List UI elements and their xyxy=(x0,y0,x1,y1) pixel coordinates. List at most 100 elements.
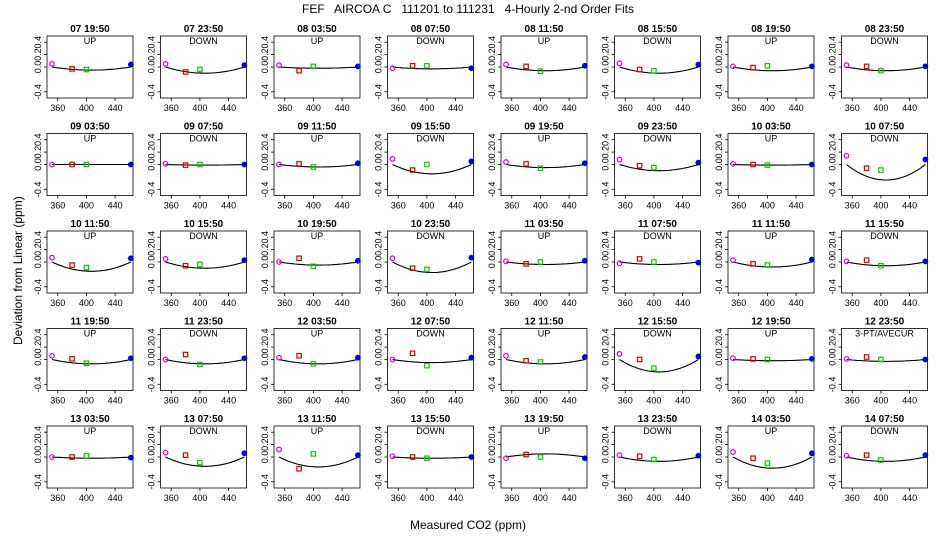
y-tick-label: -0.4 xyxy=(147,474,157,490)
panel-title: 12 07:50 xyxy=(411,317,451,328)
data-point xyxy=(354,257,361,264)
fit-curve xyxy=(732,261,813,268)
y-tick-label: 0.4 xyxy=(601,231,611,244)
y-tick-label: 0.4 xyxy=(714,36,724,49)
data-point xyxy=(537,259,544,265)
data-point xyxy=(49,454,55,460)
panel-label: UP xyxy=(84,36,97,46)
fit-curve xyxy=(392,261,472,274)
panel-label: DOWN xyxy=(416,426,445,436)
data-point xyxy=(730,257,736,264)
x-tick-label: 400 xyxy=(306,298,321,308)
y-tick-label: 0.2 xyxy=(601,48,611,61)
y-tick-label: 0.2 xyxy=(147,438,157,451)
data-point xyxy=(863,63,870,70)
y-tick-label: 0.2 xyxy=(147,341,157,354)
fit-curve xyxy=(732,456,813,469)
data-point xyxy=(409,167,416,173)
y-tick-label: 0.4 xyxy=(260,133,270,146)
data-point xyxy=(764,262,771,268)
x-tick-label: 360 xyxy=(50,396,65,406)
y-tick-label: 0.0 xyxy=(147,451,157,464)
data-point xyxy=(409,454,416,460)
data-point xyxy=(424,362,430,369)
x-tick-label: 400 xyxy=(533,201,548,211)
x-tick-label: 440 xyxy=(448,396,463,406)
panel-label: DOWN xyxy=(189,426,218,436)
y-tick-label: 0.2 xyxy=(828,341,838,354)
data-point xyxy=(197,66,203,73)
panel-title: 07 23:50 xyxy=(184,24,224,35)
panel-label: UP xyxy=(84,426,97,436)
x-tick-label: 440 xyxy=(902,396,917,406)
data-point xyxy=(69,454,75,460)
y-tick-label: -0.4 xyxy=(374,279,384,295)
data-point xyxy=(49,254,55,261)
y-tick-label: 0.2 xyxy=(147,146,157,159)
data-point xyxy=(537,359,544,365)
y-tick-label: -0.4 xyxy=(828,474,838,490)
y-tick-label: 0.4 xyxy=(828,231,838,244)
y-tick-label: 0.2 xyxy=(601,438,611,451)
x-tick-label: 400 xyxy=(760,396,775,406)
fit-curve xyxy=(846,66,926,72)
panel-label: DOWN xyxy=(870,36,899,46)
y-tick-label: -0.4 xyxy=(487,377,497,393)
panel-label: DOWN xyxy=(870,231,899,241)
y-tick-label: 0.0 xyxy=(487,353,497,366)
y-tick-label: 0.4 xyxy=(260,426,270,439)
x-tick-label: 400 xyxy=(873,103,888,113)
x-tick-label: 440 xyxy=(789,396,804,406)
x-tick-label: 360 xyxy=(731,103,746,113)
y-tick-label: -0.4 xyxy=(147,279,157,295)
x-tick-label: 400 xyxy=(419,201,434,211)
panel-label: UP xyxy=(538,231,551,241)
panel-title: 10 15:50 xyxy=(184,219,224,230)
x-tick-label: 360 xyxy=(50,493,65,503)
y-tick-label: 0.4 xyxy=(601,426,611,439)
y-tick-label: 0.0 xyxy=(147,61,157,74)
data-point xyxy=(389,356,396,363)
panel-title: 09 23:50 xyxy=(638,122,678,133)
y-tick-label: 0.4 xyxy=(828,36,838,49)
x-tick-label: 440 xyxy=(789,201,804,211)
fit-curve xyxy=(732,66,813,72)
x-tick-label: 400 xyxy=(419,103,434,113)
y-tick-label: 0.4 xyxy=(260,36,270,49)
data-point xyxy=(409,62,416,69)
panel-title: 10 03:50 xyxy=(751,122,791,133)
data-point xyxy=(127,161,134,168)
y-tick-label: 0.4 xyxy=(147,36,157,49)
panel-title: 08 03:50 xyxy=(297,24,337,35)
y-tick-label: 0.2 xyxy=(828,48,838,61)
panel-label: UP xyxy=(765,329,778,339)
y-tick-label: 0.2 xyxy=(374,146,384,159)
data-point xyxy=(537,68,544,75)
panel-label: DOWN xyxy=(416,231,445,241)
fit-curve xyxy=(51,358,131,365)
data-point xyxy=(83,161,90,168)
y-tick-label: 0.0 xyxy=(601,158,611,171)
panel-title: 11 19:50 xyxy=(71,317,110,328)
data-point xyxy=(616,452,623,459)
y-tick-label: 0.4 xyxy=(487,231,497,244)
x-tick-label: 400 xyxy=(873,396,888,406)
y-tick-label: 0.4 xyxy=(714,426,724,439)
data-point xyxy=(808,355,815,362)
fit-curve xyxy=(505,66,586,72)
x-tick-label: 440 xyxy=(448,103,463,113)
data-point xyxy=(863,354,870,360)
x-tick-label: 360 xyxy=(618,201,633,211)
y-tick-label: 0.4 xyxy=(487,133,497,146)
data-point xyxy=(389,156,396,162)
data-point xyxy=(83,360,90,367)
y-tick-label: 0.2 xyxy=(147,48,157,61)
